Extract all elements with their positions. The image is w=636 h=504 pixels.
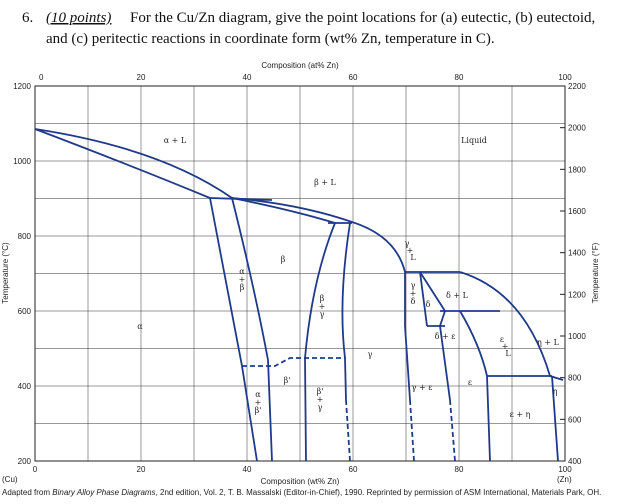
x-tick-label: 0 — [33, 465, 38, 474]
region-label: L — [505, 349, 511, 358]
x-tick-label: 40 — [243, 465, 252, 474]
region-label: ε — [468, 378, 472, 387]
y-tick-label: 600 — [18, 307, 32, 316]
region-label: ε + η — [510, 410, 531, 419]
y-tick-label: 800 — [568, 374, 582, 383]
region-label: β' — [317, 387, 324, 396]
region-label: η — [553, 387, 558, 396]
caption: Adapted from Binary Alloy Phase Diagrams… — [2, 488, 601, 497]
region-label: δ — [426, 300, 431, 309]
solvus — [409, 399, 415, 462]
x-tick-label: 60 — [349, 73, 358, 82]
y-tick-label: 1200 — [568, 290, 586, 299]
region-label: η + L — [537, 338, 560, 347]
solvus — [439, 310, 451, 401]
region-label: α — [137, 322, 143, 331]
y-tick-label: 1800 — [568, 165, 586, 174]
right-axis-title: Temperature (°F) — [591, 242, 600, 303]
solvus — [341, 222, 351, 401]
solidus — [231, 197, 336, 224]
grid — [35, 86, 565, 461]
solvus — [209, 197, 258, 462]
region-label: α + L — [164, 136, 187, 145]
end-label: (Cu) — [2, 475, 18, 484]
left-axis-title: Temperature (°C) — [1, 242, 10, 304]
region-label: + — [410, 289, 417, 298]
region-label: δ + ε — [435, 332, 456, 341]
liquidus — [34, 128, 233, 199]
bottom-axis-title: Composition (wt% Zn) — [261, 477, 340, 486]
question-text: and (c) peritectic reactions in coordina… — [46, 31, 495, 47]
x-tick-label: 100 — [558, 73, 572, 82]
x-tick-label: 0 — [39, 73, 44, 82]
region-label: β — [240, 283, 245, 292]
region-label: L — [410, 253, 416, 262]
region-label: + — [317, 395, 324, 404]
x-tick-label: 100 — [558, 465, 572, 474]
region-label: ε — [500, 335, 504, 344]
region-label: δ — [411, 297, 416, 306]
region-label: γ — [411, 281, 416, 290]
solvus — [449, 399, 456, 462]
region-label: γ + ε — [412, 383, 433, 392]
region-label: β + L — [314, 178, 336, 187]
solvus — [459, 310, 491, 462]
region-label: β' — [284, 376, 291, 385]
x-tick-label: 60 — [349, 465, 358, 474]
region-label: δ + L — [446, 291, 469, 300]
y-tick-label: 200 — [18, 457, 32, 466]
region-label: α — [239, 267, 245, 276]
question-points: (10 points) — [46, 10, 111, 26]
y-tick-label: 1200 — [13, 82, 31, 91]
x-tick-label: 20 — [137, 465, 146, 474]
end-label: (Zn) — [557, 475, 572, 484]
region-label: β — [320, 294, 325, 303]
x-tick-label: 20 — [137, 73, 146, 82]
liquidus — [231, 197, 406, 273]
y-tick-label: 800 — [18, 232, 32, 241]
region-label: γ — [405, 239, 410, 248]
question-number: 6. — [22, 10, 33, 26]
region-label: α — [255, 390, 261, 399]
y-tick-label: 400 — [568, 457, 582, 466]
x-tick-label: 80 — [455, 73, 464, 82]
y-tick-label: 1600 — [568, 207, 586, 216]
region-label: + — [502, 342, 509, 351]
y-tick-label: 2200 — [568, 82, 586, 91]
y-tick-label: 1400 — [568, 249, 586, 258]
top-axis-title: Composition (at% Zn) — [261, 61, 339, 70]
y-tick-label: 1000 — [568, 332, 586, 341]
y-tick-label: 600 — [568, 415, 582, 424]
ordering-line — [242, 357, 345, 367]
region-label: γ — [368, 350, 373, 359]
plot-frame — [34, 85, 566, 462]
region-label: + — [255, 398, 262, 407]
phase-boundaries — [34, 128, 564, 462]
region-label: + — [407, 246, 414, 255]
region-label: + — [319, 302, 326, 311]
region-label: γ — [320, 310, 325, 319]
solidus — [34, 128, 211, 199]
region-label: β' — [255, 406, 262, 415]
y-tick-label: 400 — [18, 382, 32, 391]
x-tick-label: 40 — [243, 73, 252, 82]
y-tick-label: 2000 — [568, 124, 586, 133]
region-label: β — [281, 255, 286, 264]
region-label: γ — [318, 403, 323, 412]
question-text: For the Cu/Zn diagram, give the point lo… — [130, 10, 595, 26]
delta-region — [419, 271, 446, 327]
region-label: Liquid — [461, 136, 487, 145]
solvus — [404, 272, 411, 401]
solvus — [231, 197, 273, 462]
region-label: + — [239, 275, 246, 284]
solvus — [345, 399, 351, 462]
x-tick-label: 80 — [455, 465, 464, 474]
solvus — [304, 222, 336, 462]
solvus — [551, 375, 559, 462]
y-tick-label: 1000 — [13, 157, 31, 166]
liquidus — [459, 271, 564, 381]
